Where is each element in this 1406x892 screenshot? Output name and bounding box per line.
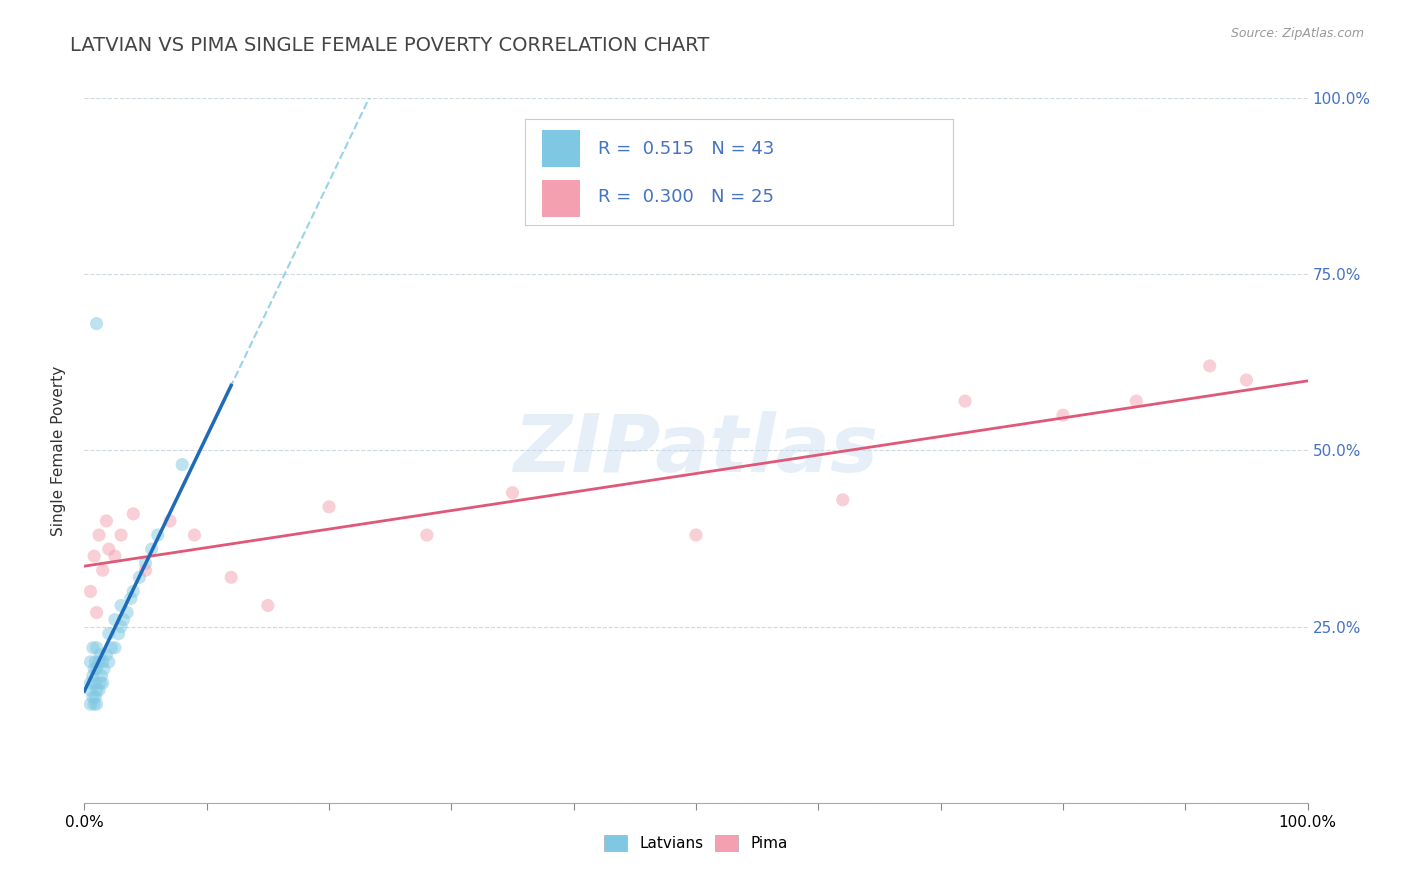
Point <box>100 640 122 655</box>
Point <box>135 563 157 577</box>
Point <box>110 619 132 633</box>
Point <box>112 613 135 627</box>
Point <box>122 584 145 599</box>
Point <box>82 640 104 655</box>
Point <box>135 556 157 570</box>
Point <box>79 697 101 711</box>
Point <box>89 676 111 690</box>
Point <box>91 563 114 577</box>
Point <box>96 514 118 528</box>
Text: LATVIAN VS PIMA SINGLE FEMALE POVERTY CORRELATION CHART: LATVIAN VS PIMA SINGLE FEMALE POVERTY CO… <box>70 36 710 54</box>
Point <box>90 669 112 683</box>
Point <box>831 492 853 507</box>
Point <box>86 697 108 711</box>
Point <box>1236 373 1258 387</box>
Point <box>172 458 194 472</box>
Point <box>115 606 138 620</box>
Point <box>107 626 129 640</box>
Point <box>104 613 127 627</box>
Point <box>87 683 110 698</box>
Point <box>1052 408 1074 422</box>
Point <box>146 528 169 542</box>
Point <box>87 528 110 542</box>
Point <box>257 599 280 613</box>
Point <box>685 528 707 542</box>
Point <box>84 676 107 690</box>
Point <box>183 528 205 542</box>
Point <box>79 655 101 669</box>
Point <box>91 676 114 690</box>
Point <box>82 669 104 683</box>
Point <box>79 683 101 698</box>
Point <box>110 528 132 542</box>
Point <box>86 640 108 655</box>
Point <box>91 655 114 669</box>
Point <box>104 640 127 655</box>
Y-axis label: Single Female Poverty: Single Female Poverty <box>51 366 66 535</box>
Point <box>82 690 104 705</box>
Point <box>86 317 108 331</box>
Point <box>141 542 163 557</box>
Point <box>1198 359 1220 373</box>
Point <box>219 570 242 584</box>
Point <box>96 648 118 662</box>
Point <box>120 591 142 606</box>
Point <box>83 662 105 676</box>
Point <box>84 655 107 669</box>
Point <box>318 500 340 514</box>
Point <box>128 570 150 584</box>
Point <box>83 549 105 564</box>
Text: Source: ZipAtlas.com: Source: ZipAtlas.com <box>1230 27 1364 40</box>
Point <box>84 690 107 705</box>
Legend: Latvians, Pima: Latvians, Pima <box>596 827 796 859</box>
Point <box>159 514 181 528</box>
Point <box>86 662 108 676</box>
Point <box>97 655 120 669</box>
Point <box>79 676 101 690</box>
Point <box>79 584 101 599</box>
Point <box>104 549 127 564</box>
Point <box>1125 394 1147 409</box>
Point <box>86 606 108 620</box>
Point <box>122 507 145 521</box>
Text: ZIPatlas: ZIPatlas <box>513 411 879 490</box>
Point <box>83 697 105 711</box>
Point <box>87 655 110 669</box>
Point <box>110 599 132 613</box>
Point <box>97 542 120 557</box>
Point <box>97 626 120 640</box>
Point <box>953 394 976 409</box>
Point <box>86 683 108 698</box>
Point <box>89 648 111 662</box>
Point <box>502 485 524 500</box>
Point <box>93 662 115 676</box>
Point <box>416 528 439 542</box>
